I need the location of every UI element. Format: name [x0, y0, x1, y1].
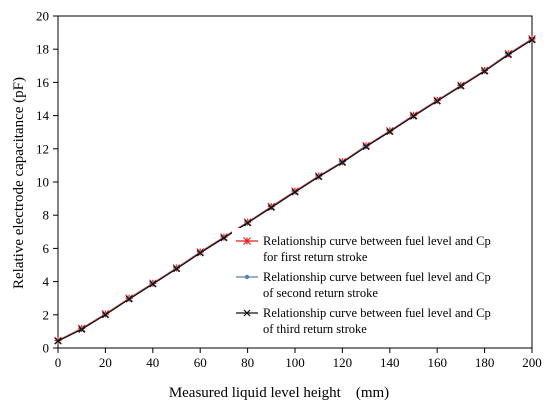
- legend-item-2: Relationship curve between fuel level an…: [236, 270, 491, 300]
- legend-label-line1: Relationship curve between fuel level an…: [263, 306, 491, 320]
- y-tick-label: 6: [43, 241, 50, 256]
- legend-label-line2: of second return stroke: [263, 286, 378, 300]
- x-tick-label: 60: [194, 355, 207, 370]
- x-marker: [196, 249, 204, 257]
- x-axis-title: Measured liquid level height (mm): [169, 385, 389, 401]
- x-marker: [386, 128, 394, 136]
- legend-item-3: Relationship curve between fuel level an…: [236, 306, 491, 336]
- y-tick-label: 2: [43, 307, 50, 322]
- legend-background: [232, 228, 528, 342]
- x-marker: [457, 82, 465, 90]
- x-marker: [504, 51, 512, 59]
- x-marker: [410, 112, 417, 120]
- x-tick-label: 200: [522, 355, 542, 370]
- x-marker: [173, 265, 180, 273]
- y-tick-label: 12: [36, 141, 49, 156]
- y-tick-label: 14: [36, 108, 50, 123]
- x-marker: [481, 67, 489, 75]
- x-marker: [362, 143, 370, 151]
- legend: Relationship curve between fuel level an…: [232, 228, 528, 342]
- legend-item-1: Relationship curve between fuel level an…: [236, 234, 491, 264]
- y-tick-label: 4: [43, 274, 50, 289]
- x-marker: [125, 295, 133, 303]
- x-tick-label: 180: [475, 355, 495, 370]
- x-marker: [78, 325, 86, 333]
- x-tick-label: 160: [427, 355, 447, 370]
- x-marker: [315, 173, 323, 181]
- y-tick-label: 16: [36, 75, 50, 90]
- x-marker: [267, 204, 275, 211]
- legend-label-line1: Relationship curve between fuel level an…: [263, 234, 491, 248]
- series-3: [54, 36, 536, 345]
- legend-label-line2: of third return stroke: [263, 322, 367, 336]
- x-tick-label: 100: [285, 355, 305, 370]
- y-tick-label: 10: [36, 175, 49, 190]
- x-marker: [338, 159, 346, 167]
- x-marker: [244, 219, 252, 227]
- x-marker: [433, 97, 441, 105]
- y-axis-title: Relative electrode capacitance (pF): [11, 77, 27, 289]
- x-tick-label: 20: [99, 355, 112, 370]
- x-tick-label: 120: [333, 355, 353, 370]
- x-tick-label: 0: [55, 355, 62, 370]
- y-tick-label: 8: [43, 208, 50, 223]
- legend-label-line2: for first return stroke: [263, 250, 368, 264]
- x-marker: [291, 188, 299, 196]
- ticks: 0 20 40 60 80 100 120 140 160 180 200 0 2 4 6 8 10 12 14 16…: [36, 9, 542, 371]
- x-marker: [101, 311, 109, 319]
- x-tick-label: 140: [380, 355, 400, 370]
- legend-label-line1: Relationship curve between fuel level an…: [263, 270, 491, 284]
- y-tick-label: 18: [36, 42, 49, 57]
- x-tick-label: 40: [146, 355, 159, 370]
- y-tick-label: 20: [36, 9, 49, 24]
- x-tick-label: 80: [241, 355, 254, 370]
- y-tick-label: 0: [43, 341, 50, 356]
- x-marker: [243, 309, 251, 317]
- x-marker: [220, 234, 228, 242]
- x-marker: [149, 280, 157, 288]
- series-layer: [54, 34, 536, 345]
- x-marker: [528, 36, 536, 44]
- x-marker: [54, 337, 62, 345]
- dot-marker: [244, 274, 250, 280]
